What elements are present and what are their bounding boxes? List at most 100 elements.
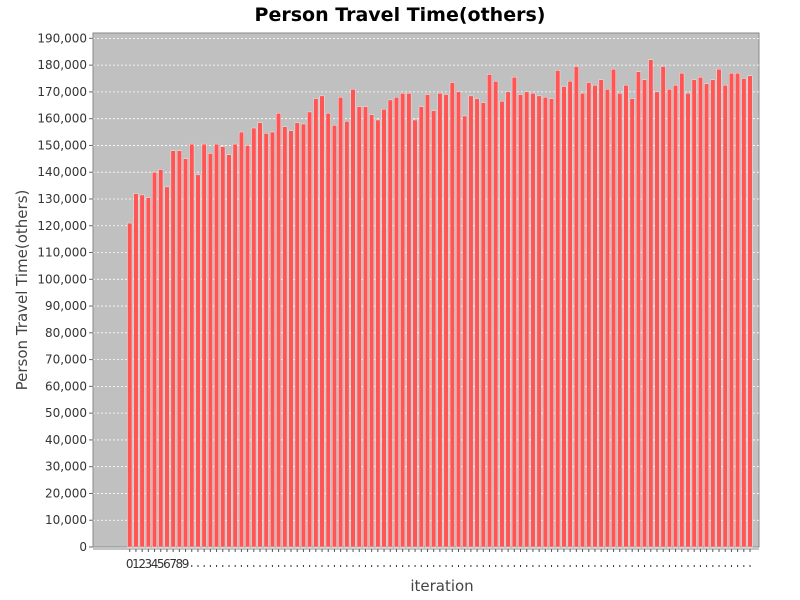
x-tick-label-truncated [464, 565, 466, 567]
x-tick-label-truncated [389, 565, 391, 567]
bar [611, 68, 616, 548]
x-tick-label-truncated [687, 565, 689, 567]
x-tick-label-truncated [706, 565, 708, 567]
bar [542, 97, 548, 548]
bar [412, 119, 418, 548]
x-tick-label-truncated [625, 565, 627, 567]
bar [201, 143, 207, 548]
bar [635, 71, 641, 548]
x-tick-label-truncated [358, 565, 360, 567]
y-tick-label: 10,000 [45, 513, 87, 527]
x-tick-label-truncated [730, 565, 732, 567]
bar [511, 76, 517, 548]
x-tick-label-truncated [681, 565, 683, 567]
x-tick-label-truncated [724, 565, 726, 567]
y-tick-label: 160,000 [37, 112, 87, 126]
x-tick-label-truncated [582, 565, 584, 567]
bar [170, 150, 176, 548]
bar [666, 89, 672, 548]
bar [381, 109, 387, 548]
x-tick-label-truncated [699, 565, 701, 567]
bar [524, 91, 530, 548]
x-tick-label-truncated [712, 565, 714, 567]
x-tick-label-truncated [569, 565, 571, 567]
bar [598, 79, 604, 548]
bar [586, 82, 592, 548]
bar [468, 95, 474, 548]
bar [319, 95, 325, 548]
x-tick-label-truncated [284, 565, 286, 567]
bar [716, 68, 722, 548]
bar [344, 121, 350, 548]
bar [257, 122, 263, 548]
bar [735, 72, 741, 548]
bar [505, 91, 511, 548]
y-tick-label: 0 [79, 540, 87, 554]
y-axis: 0 10,000 20,000 30,000 40,000 50,000 60,000 70,… [37, 31, 94, 554]
bar [282, 126, 288, 548]
y-tick-label: 100,000 [37, 272, 87, 286]
x-tick-label-truncated [575, 565, 577, 567]
bar [729, 72, 734, 548]
x-tick-label-truncated [451, 565, 453, 567]
x-tick-label-truncated [426, 565, 428, 567]
bar [580, 93, 585, 548]
x-tick-label-truncated [656, 565, 658, 567]
bar [431, 110, 437, 548]
y-tick-label: 50,000 [45, 406, 87, 420]
x-tick-label-truncated [290, 565, 292, 567]
x-tick-label-truncated [631, 565, 633, 567]
bar [704, 83, 710, 548]
chart-title: Person Travel Time(others) [255, 4, 546, 26]
bar [741, 78, 747, 548]
x-tick-label-truncated [749, 565, 751, 567]
bar [232, 143, 238, 548]
bar [462, 115, 468, 548]
bar [561, 86, 567, 548]
bar [214, 143, 219, 548]
bar [400, 93, 406, 548]
bar [418, 106, 424, 548]
bar [747, 75, 753, 548]
x-tick-label-truncated [402, 565, 404, 567]
bar [195, 174, 201, 548]
bar [406, 93, 412, 548]
bar [487, 74, 492, 548]
bar [648, 59, 654, 548]
x-tick-label: 2 [138, 557, 146, 571]
y-tick-label: 80,000 [45, 326, 87, 340]
x-tick-label-truncated [743, 565, 745, 567]
x-tick-label-truncated [240, 565, 242, 567]
x-tick-label-truncated [439, 565, 441, 567]
x-tick-label: 8 [176, 557, 184, 571]
bar [536, 95, 542, 548]
y-tick-label: 110,000 [37, 246, 87, 260]
bar [387, 99, 393, 548]
bar [654, 91, 660, 548]
bar [555, 70, 561, 548]
x-tick-label-truncated [520, 565, 522, 567]
x-tick-label-truncated [352, 565, 354, 567]
x-tick-label-truncated [594, 565, 596, 567]
bar [518, 94, 523, 548]
y-tick-label: 140,000 [37, 165, 87, 179]
y-tick-label: 130,000 [37, 192, 87, 206]
bar [220, 146, 226, 548]
bar [567, 81, 573, 548]
y-tick-label: 180,000 [37, 58, 87, 72]
x-tick-label-truncated [364, 565, 366, 567]
bar [183, 158, 188, 548]
bar [226, 154, 232, 548]
x-tick-label-truncated [346, 565, 348, 567]
bar [642, 79, 647, 548]
x-axis-label: iteration [410, 577, 473, 595]
bar [573, 66, 579, 548]
x-tick-label-truncated [191, 565, 193, 567]
x-tick-label-truncated [693, 565, 695, 567]
bar [685, 93, 691, 548]
x-tick-label-truncated [470, 565, 472, 567]
x-tick-label-truncated [532, 565, 534, 567]
bar [338, 97, 344, 548]
y-tick-label: 120,000 [37, 219, 87, 233]
